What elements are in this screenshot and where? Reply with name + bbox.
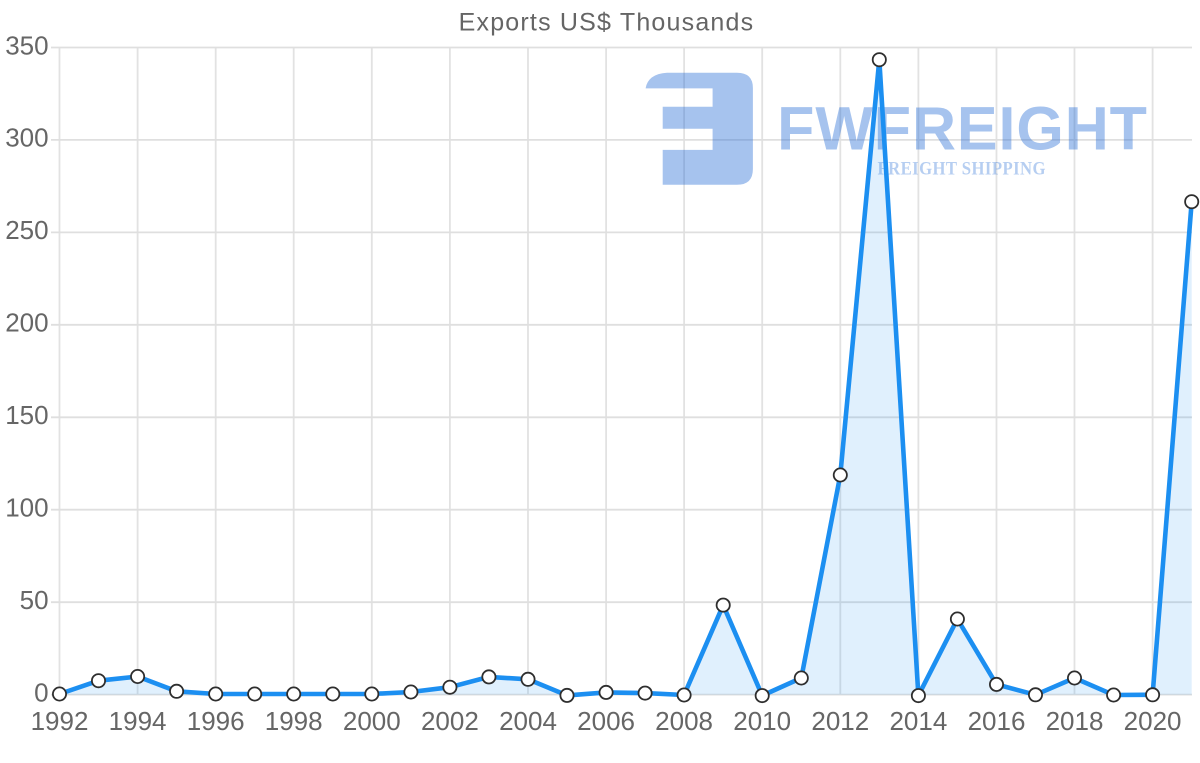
svg-text:2002: 2002 bbox=[421, 706, 479, 736]
svg-text:300: 300 bbox=[5, 123, 48, 153]
svg-text:200: 200 bbox=[5, 308, 48, 338]
svg-text:FREIGHT SHIPPING: FREIGHT SHIPPING bbox=[877, 157, 1045, 178]
svg-text:100: 100 bbox=[5, 493, 48, 523]
svg-text:2006: 2006 bbox=[577, 706, 635, 736]
svg-text:Exports US$ Thousands: Exports US$ Thousands bbox=[459, 9, 755, 37]
svg-text:1992: 1992 bbox=[31, 706, 89, 736]
svg-text:FWFREIGHT: FWFREIGHT bbox=[777, 95, 1148, 163]
svg-text:2018: 2018 bbox=[1046, 706, 1104, 736]
svg-text:1998: 1998 bbox=[265, 706, 323, 736]
svg-text:2014: 2014 bbox=[889, 706, 947, 736]
svg-text:1994: 1994 bbox=[109, 706, 167, 736]
svg-text:2020: 2020 bbox=[1124, 706, 1182, 736]
svg-text:2008: 2008 bbox=[655, 706, 713, 736]
svg-text:250: 250 bbox=[5, 215, 48, 245]
svg-text:1996: 1996 bbox=[187, 706, 245, 736]
svg-text:50: 50 bbox=[20, 585, 49, 615]
svg-text:2012: 2012 bbox=[811, 706, 869, 736]
svg-text:0: 0 bbox=[34, 677, 48, 707]
svg-text:350: 350 bbox=[5, 30, 48, 60]
svg-text:2010: 2010 bbox=[733, 706, 791, 736]
svg-text:2016: 2016 bbox=[968, 706, 1026, 736]
svg-text:2000: 2000 bbox=[343, 706, 401, 736]
svg-text:150: 150 bbox=[5, 400, 48, 430]
svg-text:2004: 2004 bbox=[499, 706, 557, 736]
